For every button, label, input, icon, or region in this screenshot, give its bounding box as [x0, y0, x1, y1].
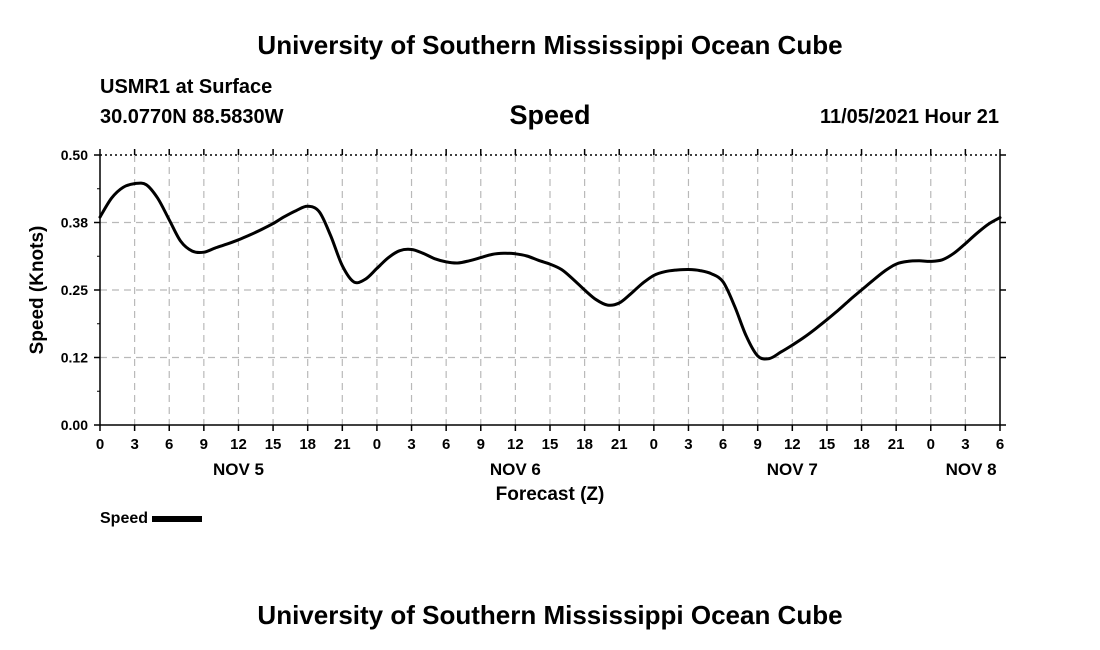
y-tick-label: 0.12 — [61, 350, 88, 366]
station-label: USMR1 at Surface — [100, 76, 273, 98]
x-tick-label: 0 — [96, 436, 104, 453]
x-tick-label: 12 — [230, 436, 247, 453]
x-tick-label: 12 — [507, 436, 524, 453]
coordinates-label: 30.0770N 88.5830W — [100, 106, 284, 128]
day-label: NOV 7 — [767, 460, 818, 479]
y-axis-title: Speed (Knots) — [27, 226, 48, 355]
y-tick-label: 0.00 — [61, 417, 88, 433]
x-tick-label: 3 — [130, 436, 138, 453]
x-tick-label: 6 — [719, 436, 727, 453]
series-layer — [98, 181, 1002, 361]
x-tick-label: 6 — [442, 436, 450, 453]
x-tick-label: 21 — [611, 436, 628, 453]
x-tick-label: 9 — [200, 436, 208, 453]
x-tick-label: 12 — [784, 436, 801, 453]
series-line-speed — [98, 181, 1002, 361]
x-tick-label: 9 — [477, 436, 485, 453]
day-label: NOV 8 — [946, 460, 997, 479]
x-axis-title: Forecast (Z) — [496, 484, 605, 505]
x-tick-label: 0 — [927, 436, 935, 453]
x-tick-label: 18 — [299, 436, 316, 453]
footer-title: University of Southern Mississippi Ocean… — [257, 600, 843, 630]
x-tick-label: 6 — [996, 436, 1004, 453]
forecast-datetime: 11/05/2021 Hour 21 — [819, 106, 999, 128]
x-tick-label: 3 — [961, 436, 969, 453]
x-tick-label: 18 — [576, 436, 593, 453]
legend: Speed — [100, 510, 203, 528]
x-tick-label: 6 — [165, 436, 173, 453]
y-tick-label: 0.25 — [61, 282, 88, 298]
axes: 0.00 0.12 0.25 0.38 0.50 0 3 6 9 12 15 18 21 0 3 6 9 12 15… — [61, 147, 1006, 479]
chart-main-title: University of Southern Mississippi Ocean… — [257, 30, 843, 60]
legend-label: Speed — [100, 510, 149, 527]
x-tick-label: 15 — [265, 436, 282, 453]
legend-line-swatch — [152, 516, 203, 522]
x-tick-label: 21 — [888, 436, 905, 453]
day-label: NOV 5 — [213, 460, 264, 479]
x-tick-label: 18 — [853, 436, 870, 453]
x-tick-label: 9 — [754, 436, 762, 453]
x-tick-label: 21 — [334, 436, 351, 453]
grid — [100, 154, 1000, 425]
y-tick-label: 0.50 — [61, 147, 88, 163]
x-tick-label: 0 — [373, 436, 381, 453]
x-tick-label: 15 — [542, 436, 559, 453]
x-tick-label: 0 — [650, 436, 658, 453]
x-tick-label: 3 — [407, 436, 415, 453]
x-tick-label: 3 — [684, 436, 692, 453]
y-tick-label: 0.38 — [61, 215, 88, 231]
x-tick-label: 15 — [819, 436, 836, 453]
day-label: NOV 6 — [490, 460, 541, 479]
parameter-title: Speed — [509, 100, 591, 130]
